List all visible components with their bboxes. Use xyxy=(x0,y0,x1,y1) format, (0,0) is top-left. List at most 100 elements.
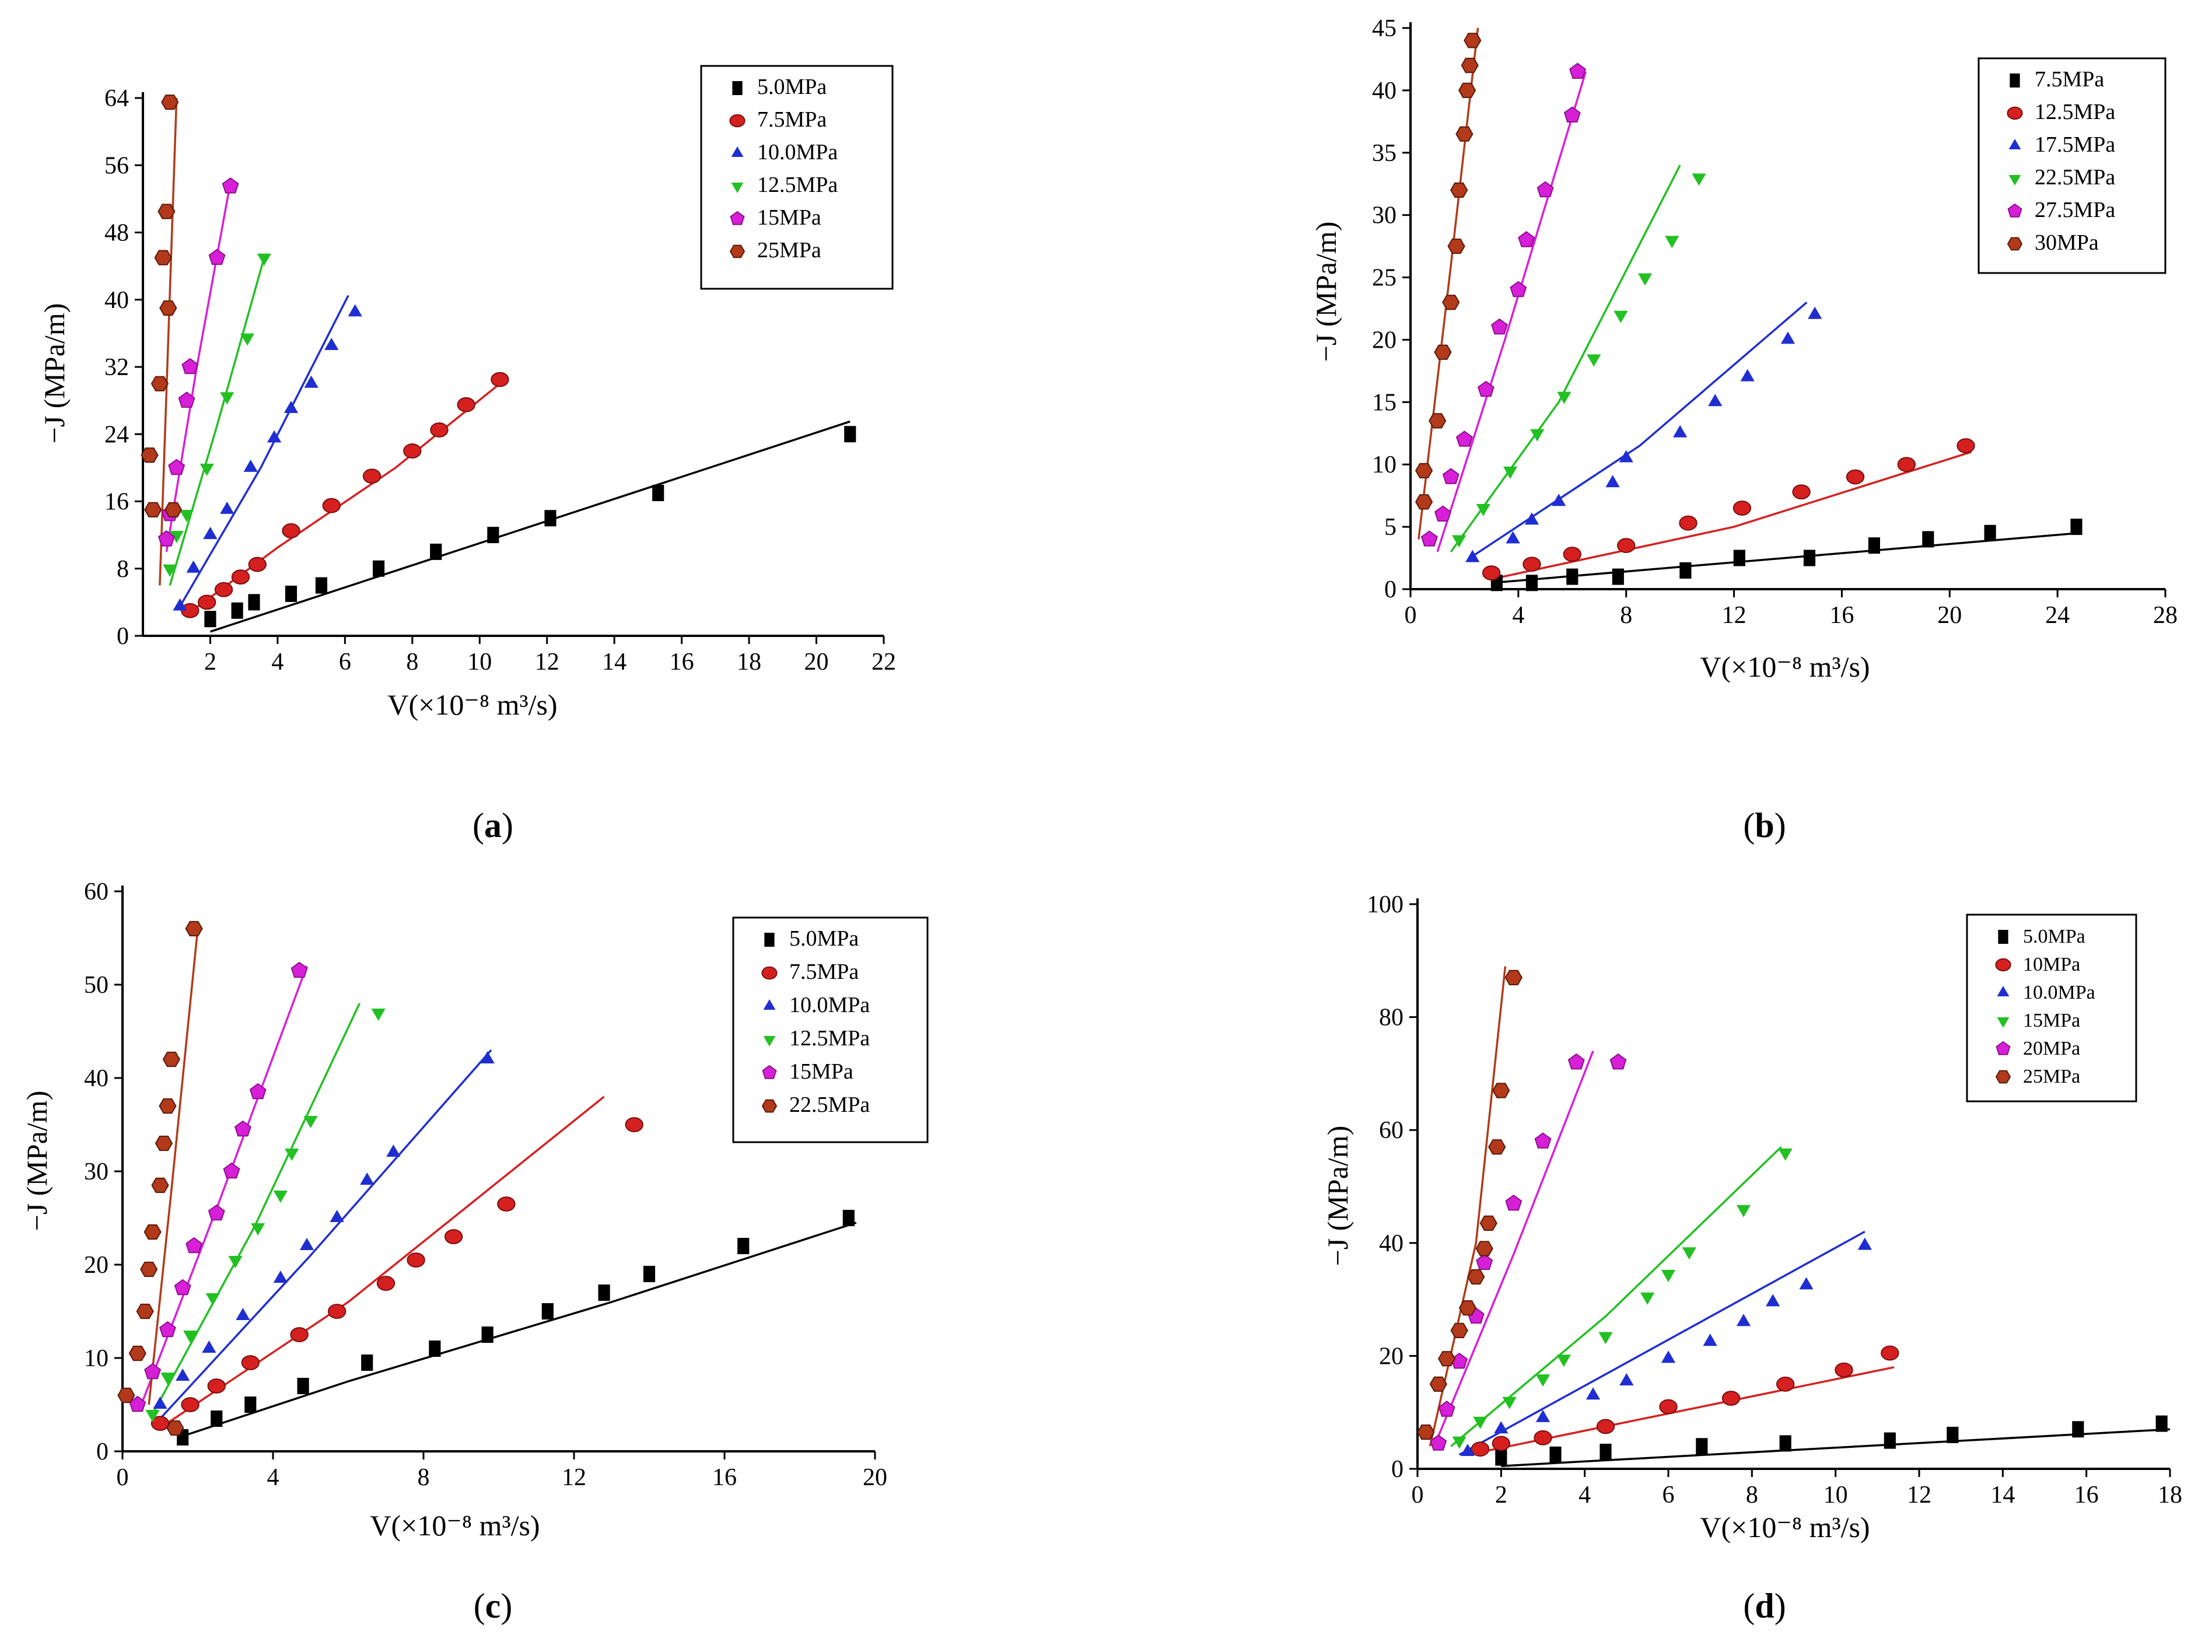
series-3 xyxy=(1452,1148,1793,1449)
data-point xyxy=(205,1293,220,1306)
legend-entry: 17.5MPa xyxy=(2035,132,2115,157)
y-tick-label: 48 xyxy=(104,220,129,247)
data-point xyxy=(429,1340,441,1357)
data-point xyxy=(144,502,162,517)
data-point xyxy=(1792,484,1811,500)
x-tick-label: 22 xyxy=(872,649,896,676)
x-tick-label: 8 xyxy=(1746,1482,1758,1508)
data-point xyxy=(1455,126,1474,142)
data-point xyxy=(1415,494,1433,510)
y-tick-label: 20 xyxy=(1379,1343,1404,1370)
data-point xyxy=(214,582,233,597)
legend-marker xyxy=(2007,106,2023,120)
data-point xyxy=(163,564,177,577)
legend-entry: 5.0MPa xyxy=(2023,926,2085,947)
y-tick-label: 20 xyxy=(1372,327,1396,354)
legend-entry: 27.5MPa xyxy=(2035,198,2115,222)
data-point xyxy=(1619,450,1633,463)
series-5 xyxy=(1415,33,1482,510)
data-point xyxy=(207,1378,226,1394)
fit-line-3 xyxy=(1450,1146,1782,1447)
x-tick-label: 20 xyxy=(1937,602,1962,629)
data-point xyxy=(444,1229,463,1244)
data-point xyxy=(159,1321,176,1338)
y-tick-label: 40 xyxy=(84,1065,108,1092)
fit-line-4 xyxy=(1433,1051,1594,1447)
legend-marker xyxy=(761,966,778,980)
data-point xyxy=(327,1304,346,1319)
data-point xyxy=(1614,310,1628,323)
data-point xyxy=(267,430,282,443)
y-tick-label: 45 xyxy=(1372,15,1396,42)
data-point xyxy=(154,250,172,265)
data-point xyxy=(1447,239,1465,254)
fit-line-2 xyxy=(1458,1230,1866,1456)
data-point xyxy=(1473,1416,1488,1429)
data-point xyxy=(1740,369,1755,382)
series-1 xyxy=(181,372,509,618)
data-point xyxy=(1586,1387,1601,1400)
data-point xyxy=(1708,394,1723,407)
legend-entry: 10.0MPa xyxy=(757,140,838,164)
y-tick-label: 0 xyxy=(117,623,129,650)
legend-marker xyxy=(2007,237,2023,251)
data-point xyxy=(1450,182,1468,198)
data-point xyxy=(159,300,177,316)
data-point xyxy=(290,961,308,978)
data-point xyxy=(1442,468,1460,484)
data-point xyxy=(1679,515,1698,531)
data-point xyxy=(166,1420,184,1436)
data-point xyxy=(211,1410,223,1427)
data-point xyxy=(251,1223,265,1236)
data-point xyxy=(1682,1247,1696,1260)
x-tick-label: 18 xyxy=(737,649,761,676)
data-point xyxy=(257,253,271,266)
data-point xyxy=(1442,295,1460,310)
data-point xyxy=(299,1238,314,1250)
legend-marker xyxy=(731,183,744,193)
data-point xyxy=(1535,1374,1550,1387)
data-point xyxy=(1640,1292,1655,1305)
legend-entry: 5.0MPa xyxy=(757,75,827,99)
series-4 xyxy=(129,961,308,1412)
data-point xyxy=(220,501,235,514)
data-point xyxy=(181,358,199,374)
legend-entry: 7.5MPa xyxy=(757,107,827,132)
fit-line-0 xyxy=(209,420,850,633)
legend-marker xyxy=(1997,986,2010,996)
fit-line-2 xyxy=(1469,301,1808,559)
fit-line-0 xyxy=(1501,1428,2171,1467)
series-2 xyxy=(1460,1237,1872,1456)
data-point xyxy=(1884,1432,1896,1449)
panel-label: (d) xyxy=(1743,1587,1786,1625)
data-point xyxy=(241,1355,260,1370)
data-point xyxy=(282,523,300,538)
data-point xyxy=(1479,1215,1497,1231)
legend-marker xyxy=(2008,175,2021,186)
data-point xyxy=(371,1009,386,1021)
data-point xyxy=(360,1172,374,1185)
legend-entry: 15MPa xyxy=(789,1059,853,1084)
legend-marker xyxy=(1996,1041,2011,1055)
data-point xyxy=(1475,1241,1493,1256)
x-tick-label: 2 xyxy=(1495,1482,1507,1508)
data-point xyxy=(1598,1332,1613,1345)
data-point xyxy=(1438,1351,1456,1367)
data-point xyxy=(1732,501,1752,516)
fit-line-5 xyxy=(1418,27,1479,540)
y-tick-label: 0 xyxy=(1384,576,1396,603)
data-point xyxy=(487,527,499,544)
series-5 xyxy=(1417,970,1522,1440)
data-point xyxy=(220,392,235,405)
data-point xyxy=(1766,1294,1780,1307)
data-point xyxy=(1522,556,1541,572)
legend: 5.0MPa 7.5MPa 10.0MPa 12.5MPa 15MPa 22.5MPa xyxy=(732,916,929,1143)
data-point xyxy=(1566,568,1578,585)
legend-marker xyxy=(1998,930,2008,944)
data-point xyxy=(2155,1415,2168,1432)
legend-marker xyxy=(731,146,744,157)
fit-line-3 xyxy=(169,257,265,586)
data-point xyxy=(1429,1376,1447,1392)
data-point xyxy=(297,1378,309,1394)
data-point xyxy=(181,1397,200,1412)
